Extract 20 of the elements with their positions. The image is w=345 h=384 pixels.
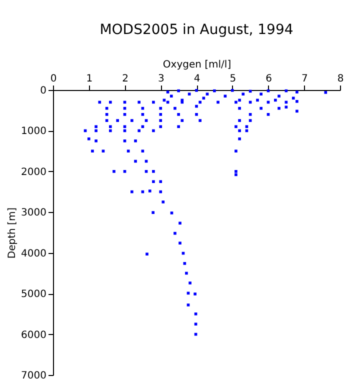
y-tick-label: 1000 (21, 126, 46, 138)
chart-title: MODS2005 in August, 1994 (100, 22, 294, 38)
x-tick-label: 0 (50, 74, 57, 84)
x-tick-label: 8 (337, 74, 344, 84)
x-axis-title: Oxygen [ml/l] (162, 60, 232, 70)
x-tick-label: 2 (122, 74, 128, 84)
y-tick-label: 7000 (21, 370, 46, 382)
y-tick-label: 0 (40, 86, 46, 96)
x-tick-label: 7 (301, 74, 308, 84)
x-tick-label: 6 (266, 74, 272, 84)
y-axis-title: Depth [m] (7, 207, 18, 259)
x-tick-label: 3 (158, 74, 164, 84)
y-tick-label: 3000 (21, 208, 46, 219)
x-tick-label: 5 (230, 74, 236, 84)
x-tick-label: 1 (86, 74, 93, 84)
y-tick-label: 6000 (21, 330, 46, 341)
x-tick-label: 4 (194, 74, 200, 84)
y-tick-label: 2000 (21, 166, 46, 178)
y-tick-label: 4000 (21, 248, 46, 260)
y-tick-label: 5000 (21, 289, 46, 300)
